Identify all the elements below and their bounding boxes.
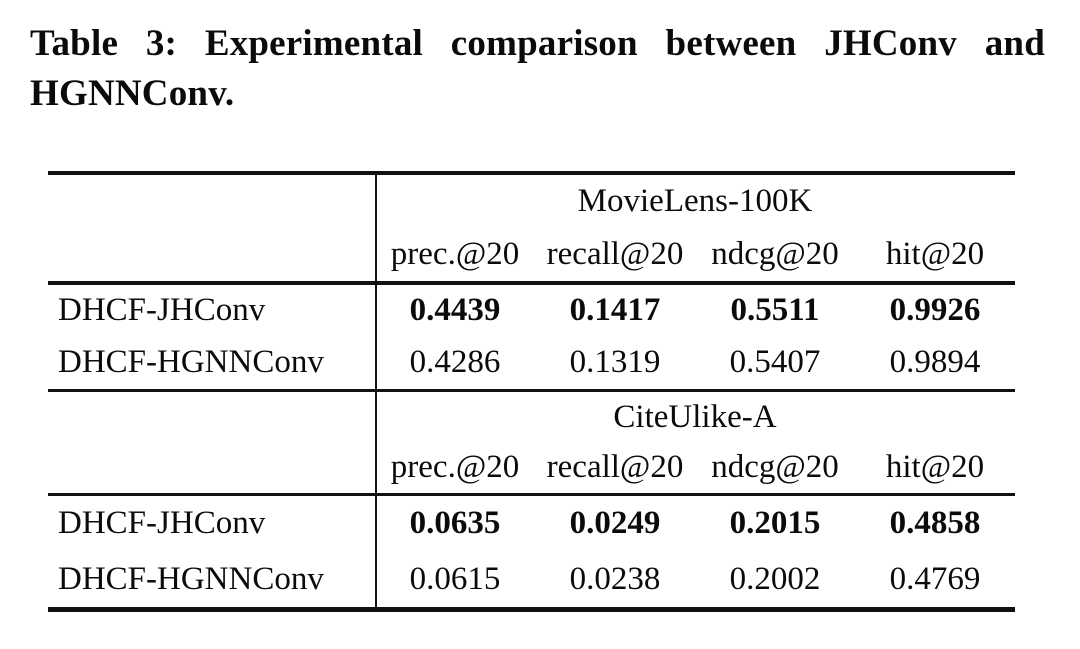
- metric-value: 0.4286: [409, 344, 501, 381]
- metric-header-recall: recall@20: [546, 236, 684, 273]
- column-divider: [375, 174, 377, 607]
- metric-header-hit: hit@20: [885, 449, 985, 486]
- metric-value: 0.4439: [409, 292, 501, 329]
- metric-value: 0.1417: [569, 292, 661, 329]
- metric-value: 0.0249: [569, 505, 661, 542]
- metric-value: 0.9926: [889, 292, 981, 329]
- dataset-header-movielens: MovieLens-100K: [577, 183, 813, 220]
- metric-value: 0.0615: [409, 560, 501, 597]
- row-label-jhconv: DHCF-JHConv: [58, 505, 266, 542]
- metric-header-ndcg: ndcg@20: [711, 449, 839, 486]
- paper-page: Table 3: Experimental comparison between…: [0, 22, 1080, 649]
- table-rule: [48, 280, 1015, 285]
- metric-value: 0.4769: [889, 560, 981, 597]
- metric-header-ndcg: ndcg@20: [711, 236, 839, 273]
- metric-value: 0.2015: [729, 505, 821, 542]
- metric-value: 0.2002: [729, 560, 821, 597]
- metric-header-prec: prec.@20: [390, 449, 520, 486]
- table-caption-line-2: HGNNConv.: [30, 73, 235, 115]
- metric-value: 0.0238: [569, 560, 661, 597]
- table-caption-line-1: Table 3: Experimental comparison between…: [30, 23, 1045, 64]
- metric-value: 0.0635: [409, 505, 501, 542]
- metric-header-prec: prec.@20: [390, 236, 520, 273]
- row-label-hgnnconv: DHCF-HGNNConv: [58, 560, 324, 597]
- dataset-header-citeulike: CiteUlike-A: [613, 398, 777, 435]
- table-rule: [48, 492, 1015, 496]
- row-label-jhconv: DHCF-JHConv: [58, 292, 266, 329]
- table-rule: [48, 388, 1015, 392]
- metric-value: 0.1319: [569, 344, 661, 381]
- metric-header-hit: hit@20: [885, 236, 985, 273]
- table-caption: Table 3: Experimental comparison between…: [30, 22, 1045, 117]
- metric-value: 0.9894: [889, 344, 981, 381]
- metric-value: 0.5511: [730, 292, 820, 329]
- row-label-hgnnconv: DHCF-HGNNConv: [58, 344, 324, 381]
- metric-value: 0.5407: [729, 344, 821, 381]
- metric-header-recall: recall@20: [546, 449, 684, 486]
- metric-value: 0.4858: [889, 505, 981, 542]
- results-table-grid: MovieLens-100K prec.@20 recall@20 ndcg@2…: [48, 175, 1015, 607]
- results-table: MovieLens-100K prec.@20 recall@20 ndcg@2…: [48, 170, 1015, 612]
